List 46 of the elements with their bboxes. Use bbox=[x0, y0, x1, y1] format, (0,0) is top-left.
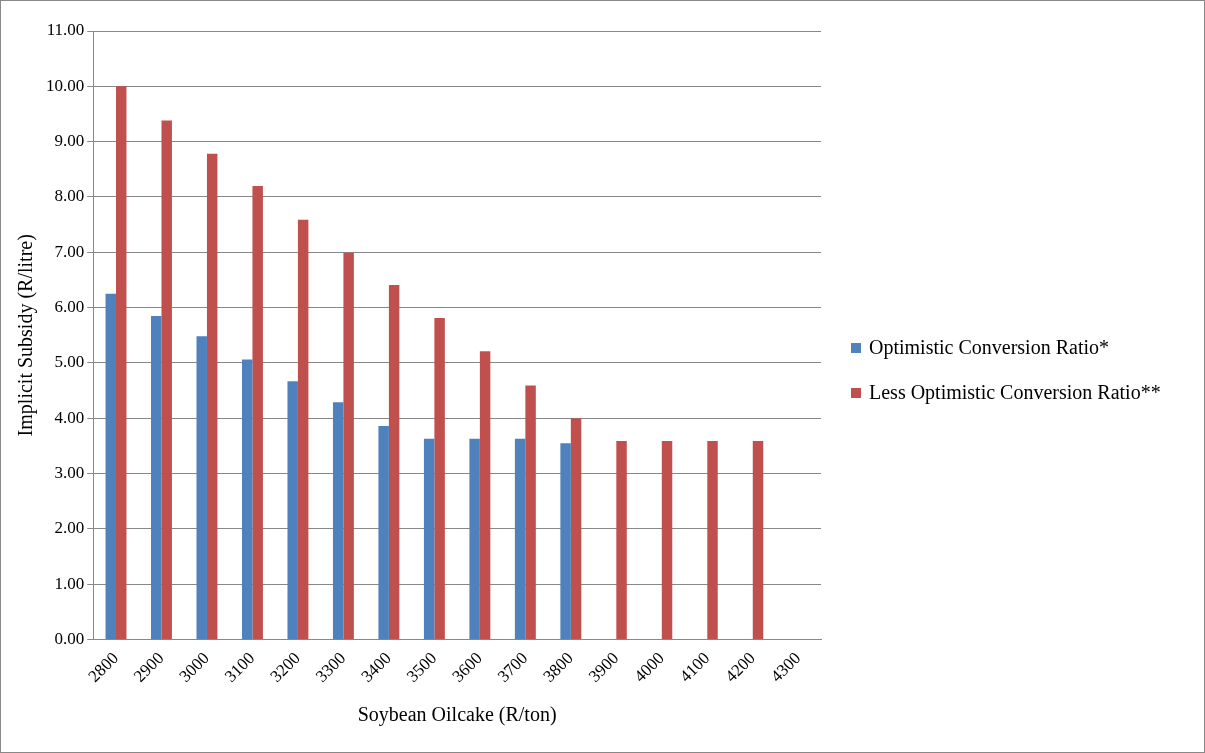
bar bbox=[616, 440, 627, 640]
bar bbox=[434, 318, 445, 640]
y-tick-label: 1.00 bbox=[54, 573, 85, 593]
bar bbox=[287, 381, 298, 640]
bar bbox=[570, 418, 582, 640]
bar bbox=[115, 86, 127, 640]
y-tick-label: 8.00 bbox=[54, 186, 85, 206]
bar bbox=[469, 438, 480, 640]
bar bbox=[196, 336, 207, 640]
bar bbox=[388, 284, 400, 640]
y-tick-label: 0.00 bbox=[54, 629, 85, 648]
y-axis-title: Implicit Subsidy (R/litre) bbox=[14, 234, 38, 437]
bar bbox=[252, 185, 263, 640]
bar bbox=[707, 440, 718, 640]
bar bbox=[514, 438, 526, 640]
bar bbox=[423, 438, 435, 640]
bar bbox=[332, 402, 344, 640]
y-tick-label: 5.00 bbox=[54, 352, 85, 372]
bar bbox=[105, 293, 116, 640]
y-tick-label: 6.00 bbox=[54, 297, 85, 317]
bar bbox=[560, 443, 571, 640]
bar bbox=[206, 153, 218, 640]
y-tick-label: 2.00 bbox=[54, 518, 85, 538]
bar bbox=[161, 120, 172, 640]
legend-label: Optimistic Conversion Ratio* bbox=[869, 336, 1109, 359]
x-tick-label: 4100 bbox=[675, 648, 714, 686]
y-tick-label: 3.00 bbox=[54, 463, 85, 483]
y-tick-label: 9.00 bbox=[54, 131, 85, 151]
bar bbox=[479, 351, 491, 640]
bar bbox=[343, 252, 354, 640]
x-tick-label: 4300 bbox=[766, 648, 805, 686]
bar bbox=[378, 425, 389, 640]
y-tick-label: 4.00 bbox=[54, 407, 85, 427]
bar bbox=[752, 440, 764, 640]
x-axis-title: Soybean Oilcake (R/ton) bbox=[357, 703, 557, 727]
bar bbox=[151, 315, 162, 640]
x-tick-label: 4000 bbox=[630, 648, 668, 686]
x-tick-label: 4200 bbox=[721, 648, 759, 686]
legend-label: Less Optimistic Conversion Ratio** bbox=[869, 381, 1161, 404]
bar bbox=[297, 219, 309, 640]
y-tick-label: 7.00 bbox=[54, 241, 85, 261]
y-tick-label: 10.00 bbox=[46, 75, 85, 95]
bar bbox=[525, 385, 536, 640]
bar bbox=[241, 359, 253, 640]
bar bbox=[661, 440, 673, 640]
y-tick-label: 11.00 bbox=[46, 20, 85, 40]
